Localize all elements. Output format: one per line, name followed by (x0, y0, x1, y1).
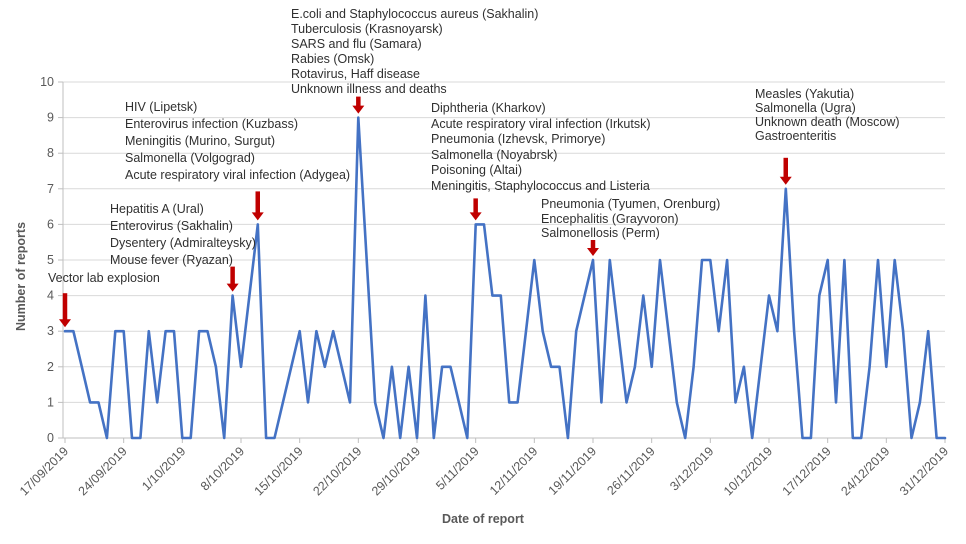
annotation-arrow-head (469, 212, 482, 221)
annotation-line: SARS and flu (Samara) (291, 37, 422, 51)
annotation-line: Mouse fever (Ryazan) (110, 253, 233, 267)
y-tick-label: 5 (47, 253, 54, 267)
y-tick-label: 2 (47, 360, 54, 374)
y-tick-label: 10 (40, 75, 54, 89)
y-axis-title: Number of reports (14, 221, 28, 331)
annotation-line: Salmonella (Volgograd) (125, 151, 255, 165)
y-tick-label: 9 (47, 111, 54, 125)
annotation-arrow-head (779, 176, 792, 185)
x-tick-label: 19/11/2019 (546, 444, 600, 498)
annotation-line: Unknown illness and deaths (291, 82, 447, 96)
annotation-line: Enterovirus infection (Kuzbass) (125, 117, 298, 131)
x-tick-label: 22/10/2019 (310, 444, 364, 498)
y-tick-label: 7 (47, 182, 54, 196)
annotation-line: Pneumonia (Izhevsk, Primorye) (431, 132, 606, 146)
annotation-arrow-head (352, 105, 365, 114)
annotation-line: Vector lab explosion (48, 271, 160, 285)
y-tick-label: 3 (47, 324, 54, 338)
x-tick-label: 17/09/2019 (17, 444, 71, 498)
x-tick-label: 24/12/2019 (838, 444, 892, 498)
annotation-line: Tuberculosis (Krasnoyarsk) (291, 22, 443, 36)
annotation-line: Salmonellosis (Perm) (541, 226, 660, 240)
x-tick-label: 12/11/2019 (487, 444, 541, 498)
annotation-line: Measles (Yakutia) (755, 87, 855, 101)
annotation-line: Hepatitis A (Ural) (110, 202, 204, 216)
annotation-arrow-head (59, 319, 71, 328)
annotation-block: HIV (Lipetsk) Enterovirus infection (Kuzb… (125, 101, 350, 186)
x-axis-title: Date of report (442, 512, 524, 526)
x-tick-label: 8/10/2019 (198, 444, 247, 493)
x-tick-label: 26/11/2019 (604, 444, 658, 498)
annotation-line: Pneumonia (Tyumen, Orenburg) (541, 197, 721, 211)
data-line-series (63, 116, 947, 440)
annotation-line: HIV (Lipetsk) (125, 100, 198, 114)
annotation-arrow-head (251, 212, 264, 221)
x-tick-label: 10/12/2019 (721, 444, 775, 498)
x-tick-label: 15/10/2019 (252, 444, 306, 498)
annotation-line: Poisoning (Altai) (431, 163, 523, 177)
annotation-block: Diphtheria (Kharkov) Acute respiratory vi… (431, 102, 651, 195)
x-tick-label: 1/10/2019 (139, 444, 188, 493)
x-tick-label: 3/12/2019 (667, 444, 716, 493)
annotation-block: Hepatitis A (Ural) Enterovirus (Sakhalin)… (110, 203, 256, 271)
annotation-block: Measles (Yakutia) Salmonella (Ugra) Unknow… (755, 88, 900, 144)
annotation-line: Salmonella (Ugra) (755, 101, 856, 115)
annotation-block: E.coli and Staphylococcus aureus (Sakhal… (291, 8, 538, 98)
x-tick-label: 31/12/2019 (897, 444, 951, 498)
y-tick-label: 1 (47, 395, 54, 409)
x-tick-label: 24/09/2019 (76, 444, 130, 498)
x-tick-label: 29/10/2019 (369, 444, 423, 498)
annotation-line: Acute respiratory viral infection (Irkut… (431, 116, 651, 131)
y-tick-label: 4 (47, 289, 54, 303)
x-tick-label: 17/12/2019 (780, 444, 834, 498)
annotation-block: Vector lab explosion (48, 272, 160, 288)
annotation-line: Unknown death (Moscow) (755, 115, 900, 129)
annotation-line: Encephalitis (Grayvoron) (541, 211, 679, 226)
annotation-line: E.coli and Staphylococcus aureus (Sakhal… (291, 7, 539, 21)
annotation-line: Acute respiratory viral infection (Adyge… (125, 168, 351, 182)
annotation-line: Rotavirus, Haff disease (291, 67, 420, 81)
annotation-arrow-head (226, 283, 239, 292)
y-tick-label: 6 (47, 217, 54, 231)
annotation-line: Enterovirus (Sakhalin) (110, 219, 233, 233)
x-tick-label: 5/11/2019 (433, 444, 482, 493)
annotation-line: Dysentery (Admiralteysky) (110, 236, 256, 250)
annotation-line: Gastroenteritis (755, 129, 837, 143)
annotation-arrow-head (587, 248, 599, 256)
annotation-line: Salmonella (Noyabrsk) (431, 147, 558, 162)
annotation-line: Diphtheria (Kharkov) (431, 101, 546, 115)
y-tick-label: 0 (47, 431, 54, 445)
annotation-line: Meningitis, Staphylococcus and Listeria (431, 178, 650, 193)
y-tick-label: 8 (47, 146, 54, 160)
annotation-block: Pneumonia (Tyumen, Orenburg) Encephalitis… (541, 198, 720, 242)
annotation-line: Rabies (Omsk) (291, 52, 375, 66)
annotation-line: Meningitis (Murino, Surgut) (125, 134, 276, 148)
